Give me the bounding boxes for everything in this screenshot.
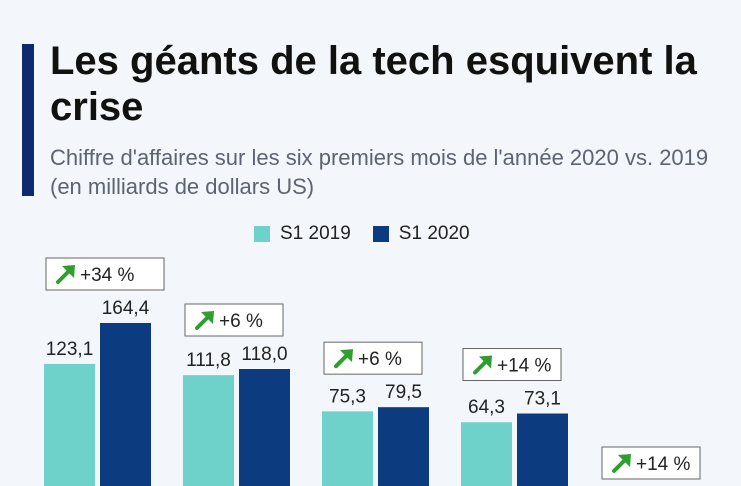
- change-badge-2: [323, 341, 423, 375]
- change-badge-3: [462, 348, 562, 382]
- title-accent-bar: [22, 44, 34, 196]
- bar-2020-2: [378, 407, 429, 486]
- legend-swatch-2020: [372, 226, 389, 242]
- legend-label-2019: S1 2019: [280, 223, 351, 244]
- arrow-head-icon-2: [340, 349, 353, 363]
- bar-2019-1: [183, 375, 234, 486]
- value-label-2020-2: 79,5: [385, 382, 422, 403]
- arrow-head-icon-0: [62, 265, 75, 278]
- change-badge-4: [601, 446, 701, 480]
- legend-item-2019: S1 2019: [254, 223, 351, 245]
- change-badge-text-2: +6 %: [358, 349, 402, 370]
- value-label-2019-0: 123,1: [46, 339, 94, 360]
- change-badge-text-4: +14 %: [636, 454, 691, 475]
- bar-2019-0: [44, 363, 95, 486]
- bar-2019-2: [322, 411, 373, 486]
- value-label-2019-3: 64,3: [468, 397, 505, 418]
- legend-swatch-2019: [254, 226, 270, 242]
- value-label-2020-0: 164,4: [102, 298, 150, 319]
- legend-item-2020: S1 2020: [372, 223, 470, 245]
- value-label-2020-3: 73,1: [524, 389, 561, 410]
- change-badge-text-1: +6 %: [219, 311, 263, 332]
- bar-2019-3: [461, 422, 512, 486]
- legend-label-2020: S1 2020: [398, 223, 470, 244]
- chart-subtitle: Chiffre d'affaires sur les six premiers …: [50, 145, 709, 199]
- change-badge-1: [184, 303, 284, 337]
- bar-2020-3: [517, 413, 568, 486]
- bar-2020-1: [239, 369, 290, 486]
- arrow-head-icon-4: [618, 454, 631, 467]
- bar-2020-0: [100, 323, 151, 486]
- value-label-2019-1: 111,8: [186, 350, 231, 371]
- arrow-head-icon-1: [201, 311, 214, 325]
- change-badge-text-0: +34 %: [80, 265, 135, 286]
- chart-title: Les géants de la tech esquivent la crise: [50, 39, 697, 129]
- value-label-2019-2: 75,3: [329, 386, 366, 407]
- chart-legend: S1 2019 S1 2020: [254, 223, 484, 245]
- arrow-head-icon-3: [479, 355, 492, 369]
- value-label-2020-1: 118,0: [241, 344, 287, 365]
- change-badge-text-3: +14 %: [497, 356, 552, 377]
